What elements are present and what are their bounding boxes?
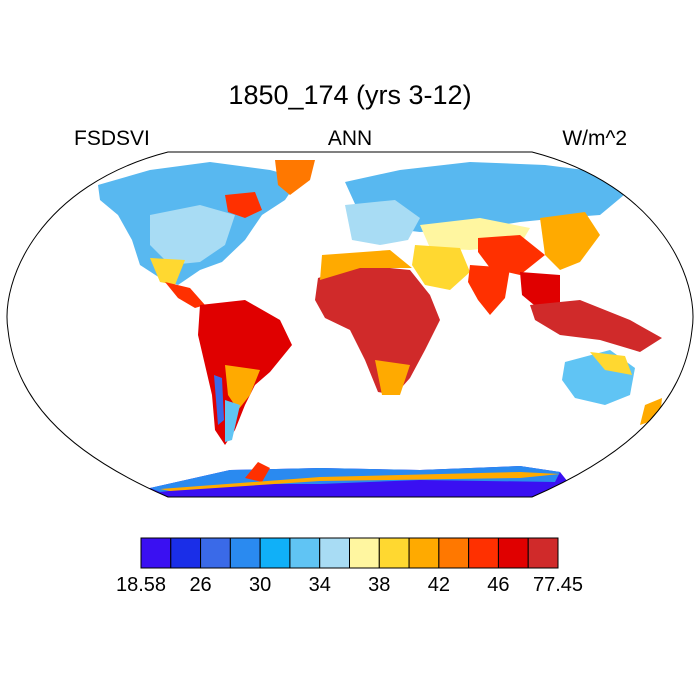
hudson-region bbox=[225, 192, 262, 218]
north-america-southwest bbox=[150, 258, 185, 285]
season-label: ANN bbox=[327, 127, 373, 150]
colorbar-swatch bbox=[378, 537, 410, 569]
colorbar-tick-label: 77.45 bbox=[532, 574, 584, 596]
south-america-south bbox=[225, 365, 260, 410]
colorbar bbox=[140, 537, 559, 569]
patagonia bbox=[225, 400, 240, 442]
india bbox=[468, 265, 510, 315]
southern-africa bbox=[375, 360, 410, 395]
land-fields bbox=[98, 160, 662, 497]
north-america-central bbox=[150, 205, 235, 265]
colorbar-swatch bbox=[527, 537, 559, 569]
colorbar-tick-label: 46 bbox=[487, 574, 510, 596]
colorbar-swatch bbox=[170, 537, 202, 569]
east-asia bbox=[540, 212, 600, 270]
new-zealand bbox=[640, 398, 662, 425]
antarctic-peninsula bbox=[245, 462, 270, 482]
globe-outline bbox=[6, 151, 694, 498]
europe bbox=[345, 200, 420, 245]
colorbar-swatch bbox=[349, 537, 380, 569]
colorbar-tick-label: 34 bbox=[308, 574, 331, 596]
colorbar-tick-label: 42 bbox=[427, 574, 450, 596]
colorbar-swatch bbox=[319, 537, 351, 569]
central-america bbox=[165, 282, 205, 308]
units-label: W/m^2 bbox=[562, 127, 627, 150]
colorbar-tick-label: 18.58 bbox=[115, 574, 167, 596]
colorbar-swatch bbox=[438, 537, 470, 569]
colorbar-labels: 18.58 26 30 34 38 42 46 77.45 bbox=[0, 574, 700, 604]
antarctica-rim bbox=[160, 472, 560, 491]
eurasia-north bbox=[345, 162, 630, 232]
colorbar-tick-label: 38 bbox=[368, 574, 391, 596]
africa bbox=[315, 265, 440, 395]
colorbar-swatch bbox=[229, 537, 261, 569]
colorbar-swatch bbox=[140, 537, 172, 569]
tibet-region bbox=[478, 235, 545, 275]
colorbar-swatch bbox=[468, 537, 499, 569]
colorbar-tick-label: 30 bbox=[249, 574, 272, 596]
variable-label: FSDSVI bbox=[74, 127, 150, 150]
andes-strip bbox=[214, 375, 224, 425]
colorbar-tick-label: 26 bbox=[189, 574, 212, 596]
plot-title: 1850_174 (yrs 3-12) bbox=[228, 80, 472, 110]
colorbar-swatch bbox=[289, 537, 321, 569]
middle-east bbox=[412, 245, 470, 290]
colorbar-swatch bbox=[497, 537, 529, 569]
greenland bbox=[275, 160, 315, 195]
australia-north bbox=[590, 352, 632, 375]
africa-north bbox=[320, 250, 412, 280]
southeast-asia bbox=[520, 272, 560, 310]
colorbar-swatch bbox=[408, 537, 440, 569]
indonesia bbox=[530, 300, 662, 352]
colorbar-swatch bbox=[200, 537, 231, 569]
colorbar-swatch bbox=[259, 537, 291, 569]
